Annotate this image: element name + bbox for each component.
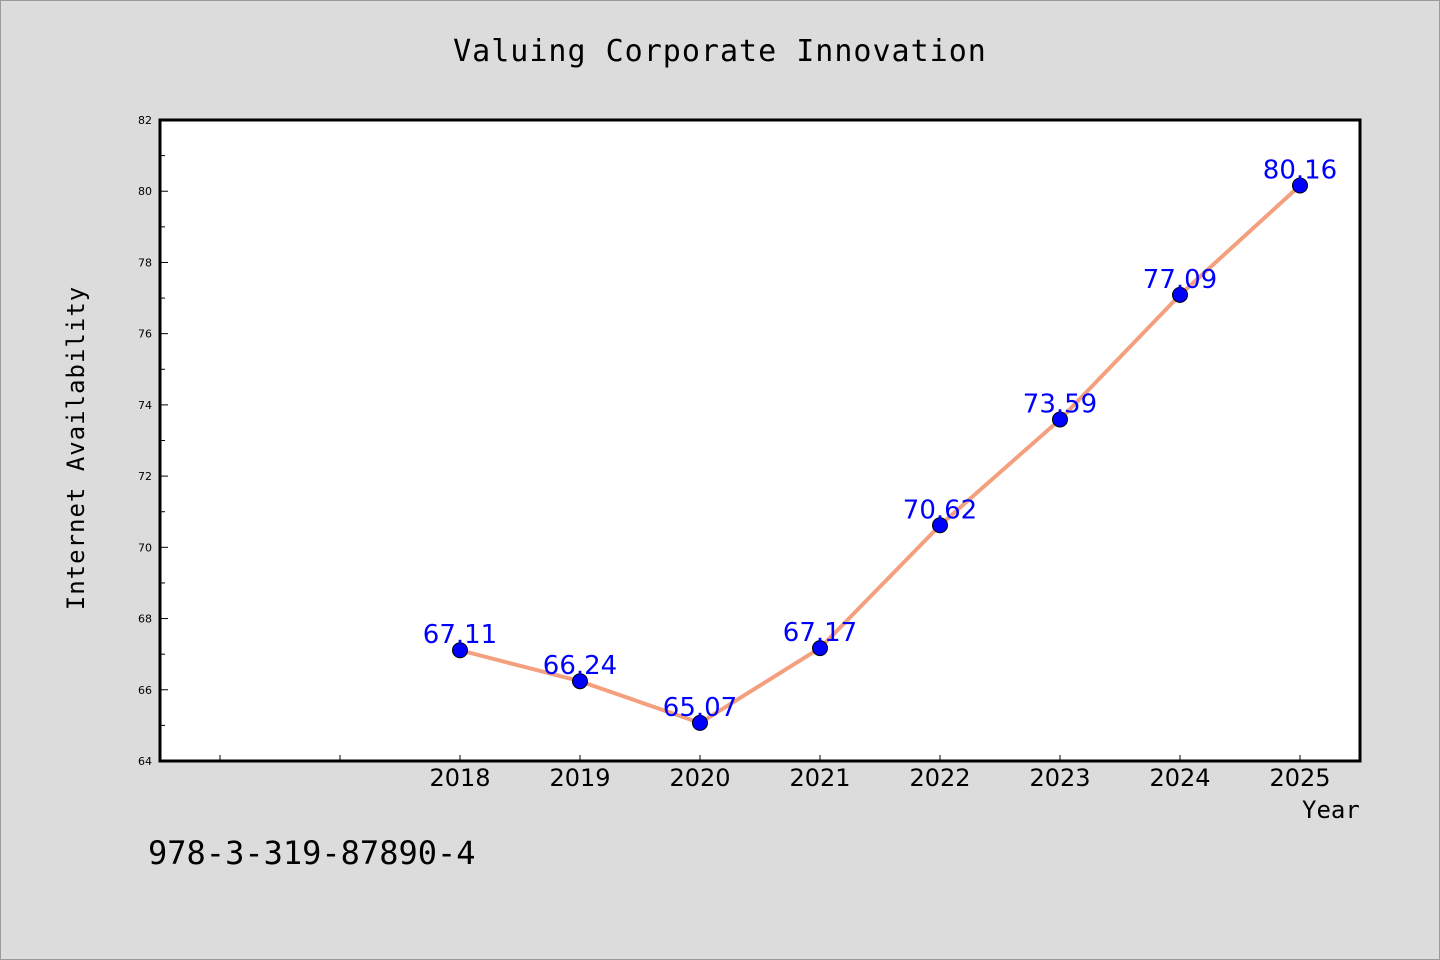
footer-identifier: 978-3-319-87890-4 [148, 834, 476, 872]
data-point [812, 640, 828, 657]
chart-title: Valuing Corporate Innovation [453, 34, 987, 69]
y-tick-label: 76 [138, 328, 152, 341]
x-tick-label: 2019 [549, 764, 610, 792]
y-tick-label: 64 [138, 755, 152, 768]
x-tick-label: 2022 [909, 764, 970, 792]
data-point [692, 714, 708, 731]
data-point [1052, 411, 1068, 428]
data-point [572, 673, 588, 690]
data-label: 80.16 [1263, 156, 1337, 186]
x-tick-label: 2018 [429, 764, 490, 792]
data-label: 67.11 [423, 620, 497, 650]
y-axis-label: Internet Availability [62, 285, 90, 611]
y-tick-label: 68 [138, 613, 152, 626]
x-tick-label: 2021 [789, 764, 850, 792]
data-label: 73.59 [1023, 389, 1097, 419]
x-tick-label: 2020 [669, 764, 730, 792]
y-tick-label: 80 [138, 185, 152, 198]
data-label: 66.24 [543, 651, 617, 681]
y-tick-label: 66 [138, 684, 152, 697]
data-label: 70.62 [903, 495, 977, 525]
series-line [458, 183, 1302, 725]
y-tick-label: 72 [138, 470, 152, 483]
x-axis-ticks: 2018 2019 2020 2021 2022 2023 2024 2025 [219, 755, 1331, 792]
x-axis-label: Year [1302, 796, 1360, 824]
series-layer: 67.11 66.24 65.07 67.17 70.62 73.59 77.09 80.16 [423, 156, 1337, 731]
y-tick-label: 74 [138, 399, 152, 412]
x-tick-label: 2024 [1149, 764, 1210, 792]
x-tick-label: 2023 [1029, 764, 1090, 792]
y-tick-label: 78 [138, 256, 152, 269]
data-label: 67.17 [783, 618, 857, 648]
y-tick-label: 82 [138, 114, 152, 127]
plot-border [158, 118, 1362, 763]
y-tick-label: 70 [138, 541, 152, 554]
x-tick-label: 2025 [1269, 764, 1330, 792]
data-point [452, 642, 468, 659]
data-label: 77.09 [1143, 265, 1217, 295]
data-point [932, 517, 948, 534]
data-label: 65.07 [663, 693, 737, 723]
plot-area [160, 120, 1360, 761]
data-point [1172, 286, 1188, 303]
data-point [1292, 177, 1308, 194]
